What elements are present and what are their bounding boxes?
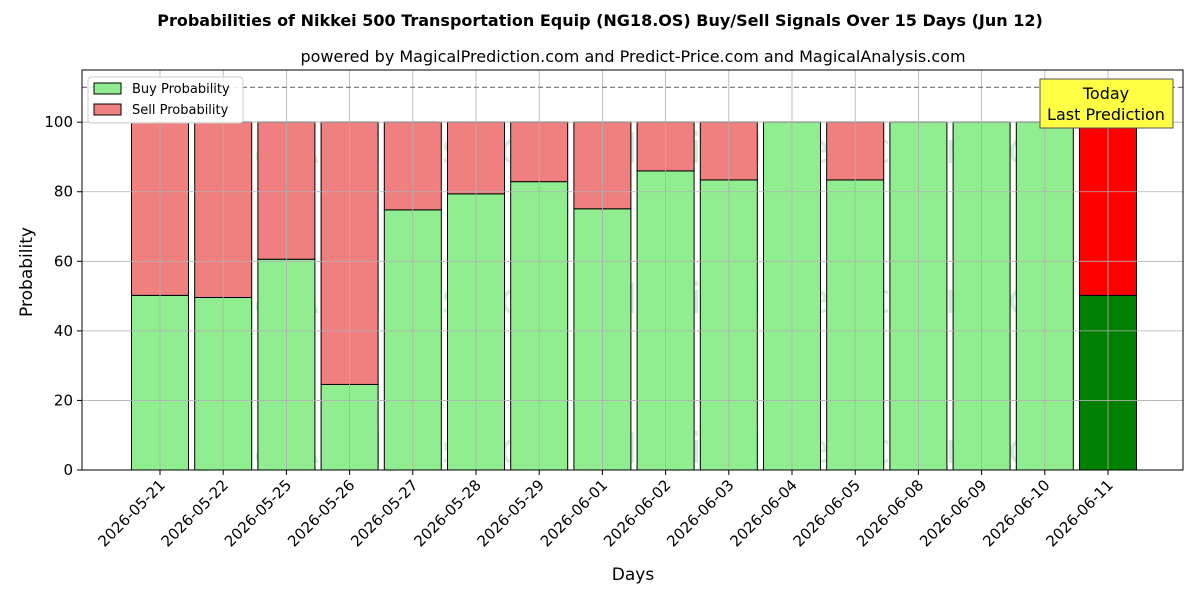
x-tick-label: 2026-06-01 [537,476,611,550]
legend: Buy Probability Sell Probability [87,76,244,124]
x-tick-label: 2026-06-05 [790,476,864,550]
x-axis-label: Days [612,565,655,585]
x-tick-label: 2026-05-28 [410,476,484,550]
today-annotation: Today Last Prediction [1039,78,1174,129]
y-tick-label: 100 [44,113,73,131]
today-label: Today [1082,84,1129,103]
chart-subtitle: powered by MagicalPrediction.com and Pre… [300,47,965,66]
x-tick-label: 2026-06-03 [663,476,737,550]
y-tick-label: 20 [54,391,73,409]
legend-box [87,76,244,124]
y-axis-label: Probability [17,227,37,317]
legend-swatch-buy [93,82,122,95]
x-tick-label: 2026-06-11 [1042,476,1116,550]
x-tick-label: 2026-05-29 [474,476,548,550]
legend-label-buy: Buy Probability [132,82,230,97]
x-tick-label: 2026-05-22 [158,476,232,550]
x-tick-label: 2026-06-08 [853,476,927,550]
x-tick-label: 2026-06-04 [726,476,800,550]
x-tick-label: 2026-05-27 [347,476,421,550]
chart-title: Probabilities of Nikkei 500 Transportati… [157,11,1043,30]
plot-frame [81,69,1184,471]
x-tick-label: 2026-05-26 [284,476,358,550]
x-tick-label: 2026-05-21 [94,476,168,550]
y-tick-label: 80 [54,183,73,201]
x-tick-label: 2026-05-25 [221,476,295,550]
legend-label-sell: Sell Probability [132,103,229,118]
y-tick-label: 0 [63,461,73,479]
x-tick-label: 2026-06-10 [979,476,1053,550]
x-tick-label: 2026-06-09 [916,476,990,550]
today-annotation-box [1039,78,1174,129]
legend-swatch-sell [93,103,122,116]
last-prediction-label: Last Prediction [1047,105,1165,124]
y-tick-label: 40 [54,322,73,340]
y-tick-label: 60 [54,252,73,270]
x-tick-label: 2026-06-02 [600,476,674,550]
